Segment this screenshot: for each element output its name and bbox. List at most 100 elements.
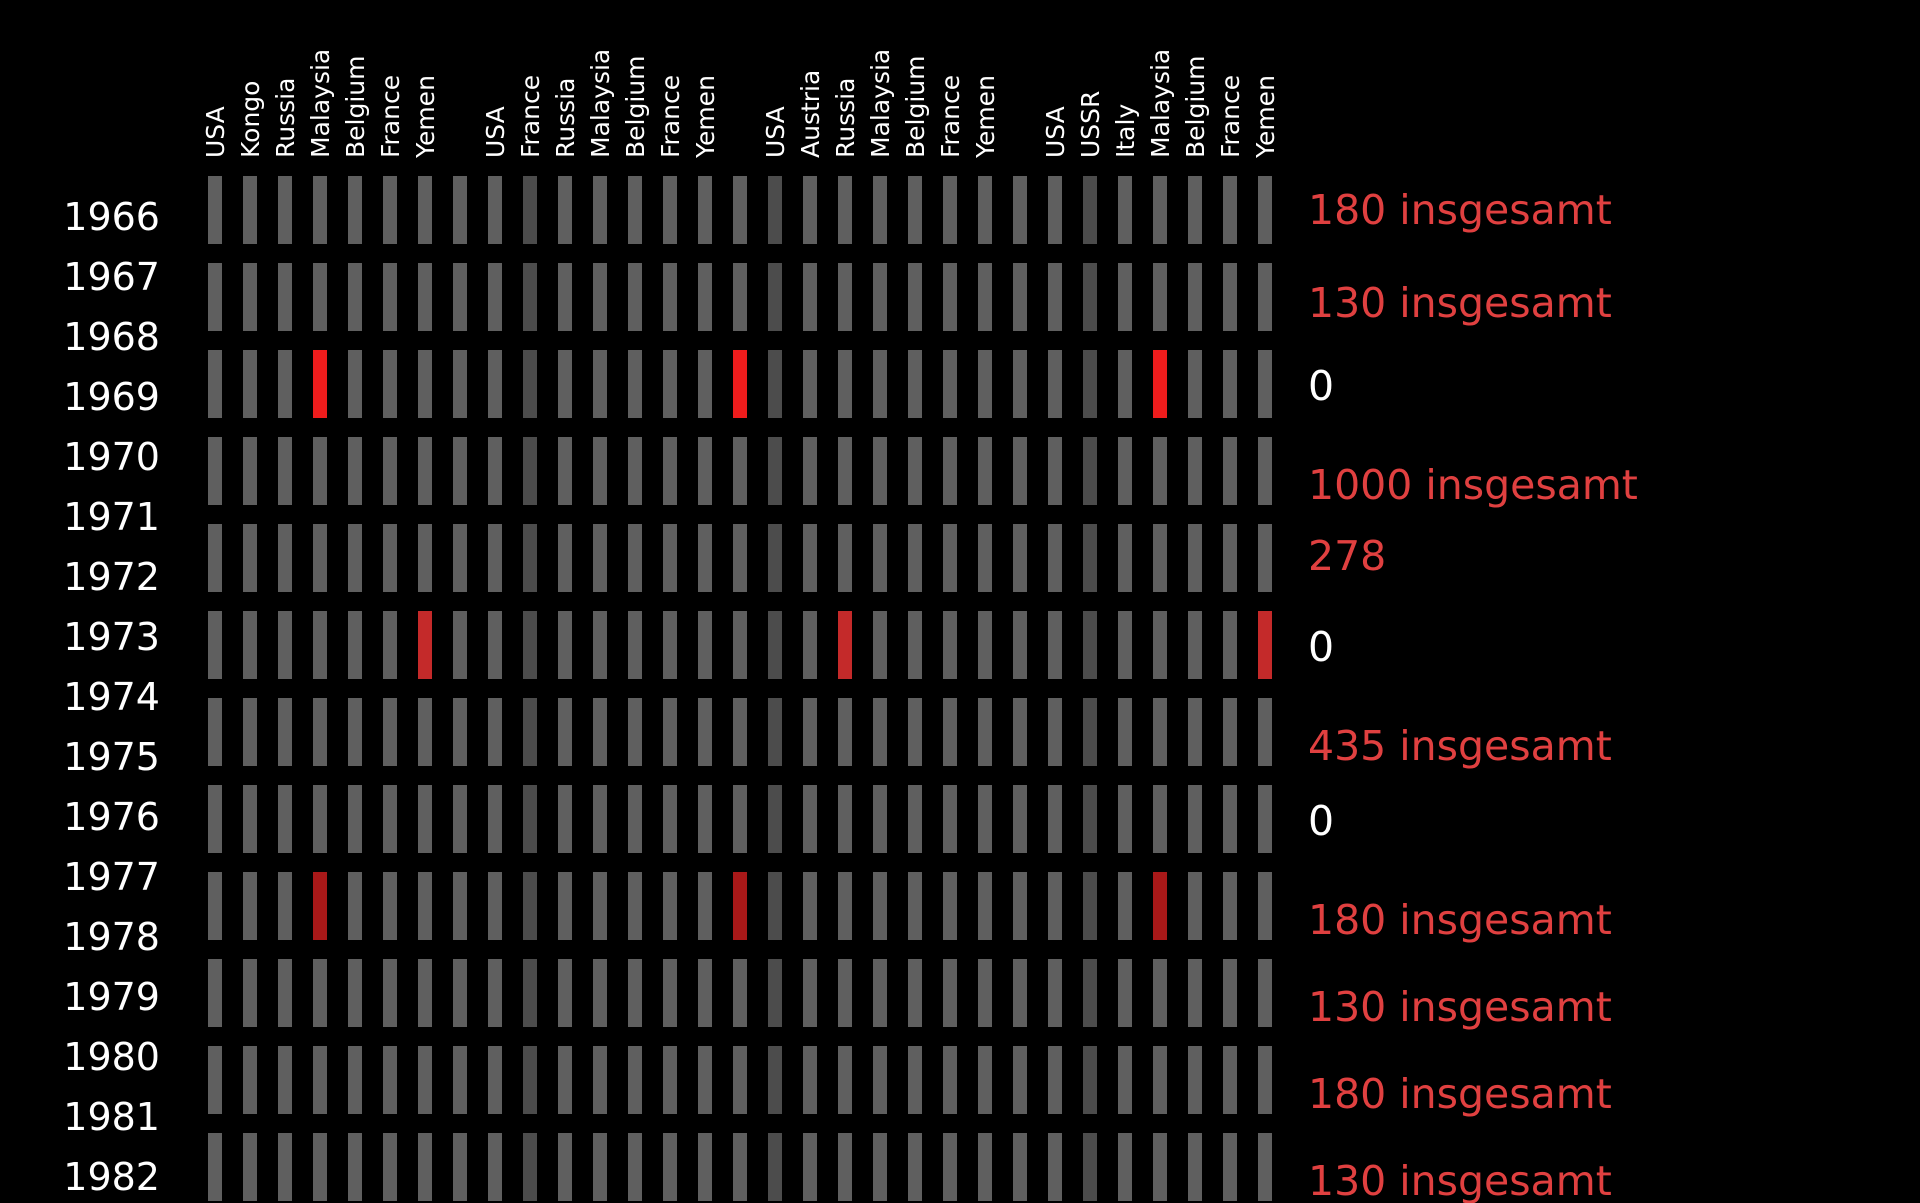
column-label: USSR	[1076, 91, 1105, 158]
heatmap-cell	[348, 785, 362, 853]
heatmap-cell	[873, 176, 887, 244]
heatmap-cell	[593, 872, 607, 940]
column-label: USA	[201, 106, 230, 158]
heatmap-cell	[383, 263, 397, 331]
heatmap-cell	[1048, 872, 1062, 940]
heatmap-cell	[278, 959, 292, 1027]
heatmap-cell	[733, 1133, 747, 1201]
heatmap-cell	[348, 263, 362, 331]
heatmap-cell-highlight	[313, 872, 327, 940]
heatmap-cell	[698, 263, 712, 331]
heatmap-cell	[243, 524, 257, 592]
heatmap-cell	[978, 1133, 992, 1201]
heatmap-cell	[383, 1133, 397, 1201]
heatmap-cell	[1013, 1046, 1027, 1114]
heatmap-cell	[1188, 176, 1202, 244]
heatmap-cell	[663, 785, 677, 853]
heatmap-cell	[1013, 437, 1027, 505]
heatmap-cell	[628, 524, 642, 592]
heatmap-cell	[1188, 1133, 1202, 1201]
heatmap-cell	[1048, 611, 1062, 679]
heatmap-cell	[943, 611, 957, 679]
heatmap-cell	[278, 872, 292, 940]
heatmap-cell	[278, 350, 292, 418]
heatmap-cell	[383, 350, 397, 418]
year-label: 1975	[63, 735, 160, 779]
heatmap-cell	[523, 524, 537, 592]
heatmap-cell-highlight	[838, 611, 852, 679]
heatmap-cell	[278, 611, 292, 679]
heatmap-cell-highlight	[733, 350, 747, 418]
heatmap-cell	[348, 437, 362, 505]
heatmap-cell	[243, 1046, 257, 1114]
column-label: France	[376, 75, 405, 158]
heatmap-cell	[593, 350, 607, 418]
heatmap-cell	[453, 524, 467, 592]
heatmap-cell	[1048, 785, 1062, 853]
heatmap-cell	[348, 872, 362, 940]
column-label: Malaysia	[1146, 49, 1175, 158]
heatmap-cell	[208, 176, 222, 244]
year-label: 1973	[63, 615, 160, 659]
heatmap-cell	[628, 959, 642, 1027]
heatmap-cell	[908, 350, 922, 418]
heatmap-cell	[453, 437, 467, 505]
heatmap-cell	[348, 611, 362, 679]
heatmap-cell	[1048, 959, 1062, 1027]
row-total-label: 0	[1308, 623, 1334, 671]
heatmap-cells	[208, 176, 1272, 1201]
heatmap-cell	[453, 698, 467, 766]
heatmap-cell	[943, 176, 957, 244]
heatmap-cell	[558, 611, 572, 679]
row-total-label: 0	[1308, 797, 1334, 845]
heatmap-cell	[243, 437, 257, 505]
year-label: 1971	[63, 495, 160, 539]
heatmap-cell	[838, 524, 852, 592]
heatmap-cell	[838, 698, 852, 766]
heatmap-cell	[768, 698, 782, 766]
heatmap-cell	[278, 524, 292, 592]
heatmap-cell	[593, 437, 607, 505]
heatmap-cell-highlight	[1153, 872, 1167, 940]
heatmap-cell	[383, 611, 397, 679]
heatmap-cell	[243, 1133, 257, 1201]
column-label: Malaysia	[866, 49, 895, 158]
heatmap-cell	[243, 176, 257, 244]
heatmap-cell	[1118, 1046, 1132, 1114]
heatmap-cell-highlight	[733, 872, 747, 940]
heatmap-cell	[383, 959, 397, 1027]
heatmap-cell	[803, 1046, 817, 1114]
heatmap-cell	[243, 698, 257, 766]
heatmap-cell	[803, 698, 817, 766]
heatmap-cell	[978, 437, 992, 505]
heatmap-cell	[803, 176, 817, 244]
heatmap-cell	[208, 872, 222, 940]
heatmap-cell	[593, 176, 607, 244]
heatmap-cell	[663, 437, 677, 505]
heatmap-cell	[1258, 263, 1272, 331]
heatmap-cell	[523, 959, 537, 1027]
heatmap-cell	[1118, 176, 1132, 244]
column-label: Malaysia	[306, 49, 335, 158]
heatmap-cell	[1048, 1133, 1062, 1201]
year-label: 1966	[63, 195, 160, 239]
heatmap-cell	[838, 176, 852, 244]
heatmap-cell	[453, 263, 467, 331]
heatmap-cell	[768, 437, 782, 505]
heatmap-cell	[1258, 350, 1272, 418]
heatmap-cell	[558, 872, 572, 940]
heatmap-cell-highlight	[1258, 611, 1272, 679]
heatmap-cell	[558, 176, 572, 244]
heatmap-cell	[908, 872, 922, 940]
column-label: Yemen	[411, 75, 440, 159]
row-total-label: 180 insgesamt	[1308, 186, 1612, 234]
heatmap-cell	[1048, 698, 1062, 766]
column-labels: USA Kongo Russia Malaysia Belgium France Yemen…	[201, 49, 1280, 159]
column-label: France	[656, 75, 685, 158]
heatmap-cell	[1153, 611, 1167, 679]
heatmap-cell	[663, 350, 677, 418]
heatmap-cell	[1013, 350, 1027, 418]
row-total-label: 130 insgesamt	[1308, 1157, 1612, 1203]
heatmap-cell	[1188, 611, 1202, 679]
year-label: 1979	[63, 975, 160, 1019]
